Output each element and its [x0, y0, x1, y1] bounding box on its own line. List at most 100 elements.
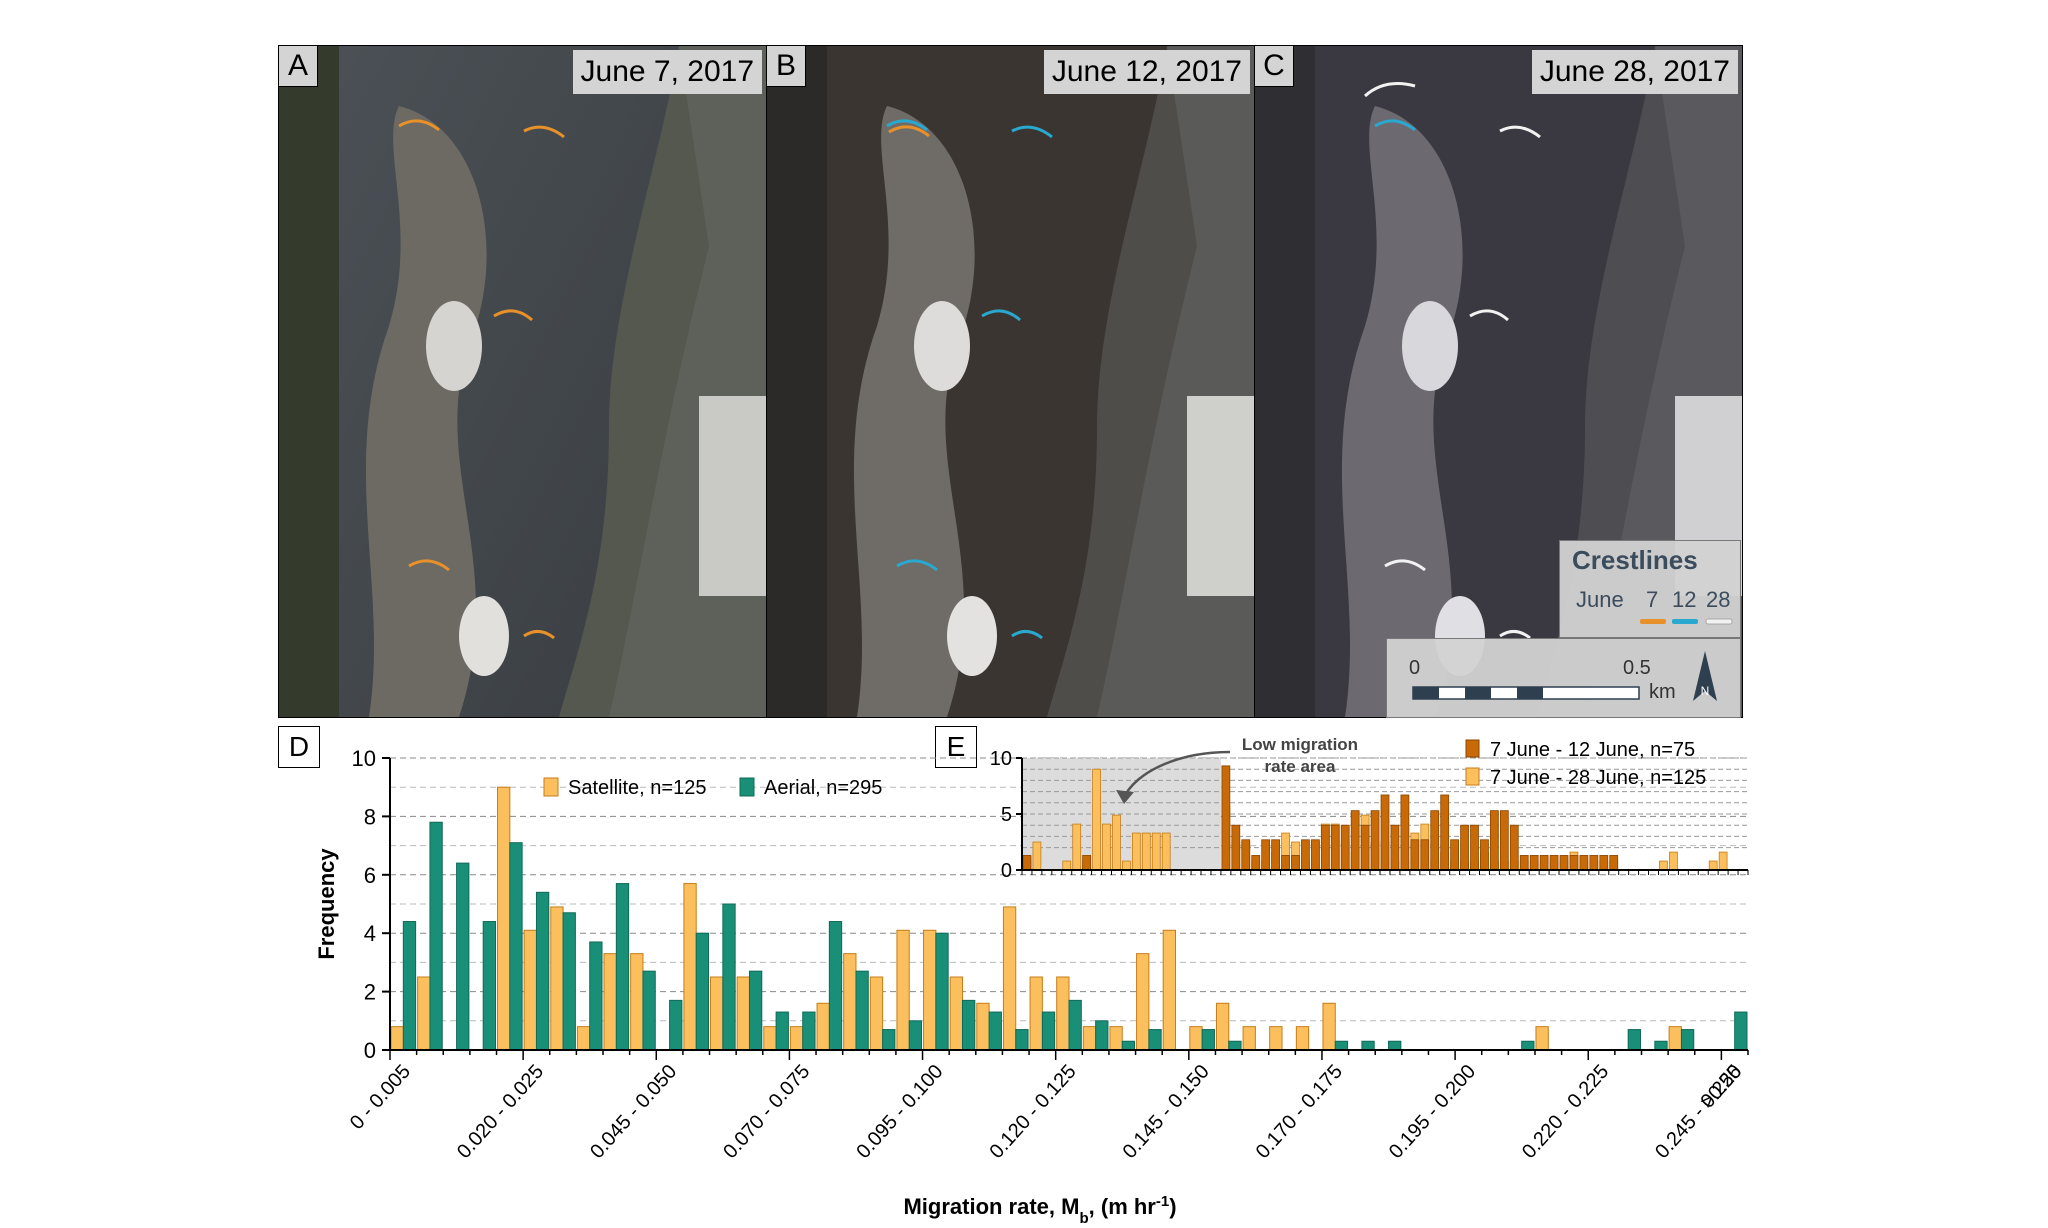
june7-28-bar	[1151, 832, 1161, 871]
photo-panel-b: B June 12, 2017	[766, 45, 1255, 718]
north-arrow-icon: N	[1693, 651, 1717, 701]
y-tick-label: 8	[364, 804, 376, 829]
aerial-bar	[1201, 1029, 1215, 1051]
satellite-bar	[390, 1026, 404, 1051]
crest-swatch-7	[1640, 619, 1666, 624]
aerial-bar	[669, 999, 683, 1051]
satellite-bar	[1322, 1002, 1336, 1051]
aerial-bar	[695, 932, 710, 1051]
june7-12-bar	[1470, 824, 1479, 871]
legend-label-june7-12: 7 June - 12 June, n=75	[1490, 739, 1695, 761]
satellite-bar	[550, 906, 564, 1051]
panel-letter-a: A	[279, 46, 318, 87]
legend-label-satellite: Satellite, n=125	[568, 777, 706, 799]
aerial-bar	[1388, 1040, 1402, 1051]
aerial-bar	[722, 903, 736, 1051]
june7-12-bar	[1420, 839, 1430, 871]
satellite-bar	[1295, 1026, 1310, 1051]
june7-12-bar	[1022, 855, 1032, 871]
panel-letter-b: B	[767, 46, 806, 87]
crest-swatch-12	[1672, 619, 1698, 624]
river-image-a	[279, 46, 766, 717]
satellite-bar	[1269, 1026, 1283, 1051]
annotation-line-2: rate area	[1265, 757, 1336, 776]
june7-12-bar	[1360, 824, 1370, 871]
satellite-bar	[630, 953, 644, 1051]
june7-12-bar	[1390, 824, 1400, 871]
y-tick-label: 10	[990, 748, 1012, 770]
satellite-bar	[1002, 906, 1017, 1051]
aerial-bar	[802, 1011, 816, 1051]
scale-bar-box: 0 0.5 km N	[1386, 638, 1741, 718]
june7-28-bar	[1161, 832, 1171, 871]
aerial-bar	[456, 862, 470, 1051]
satellite-bar	[1029, 976, 1043, 1051]
aerial-bar	[1680, 1029, 1695, 1051]
svg-text:N: N	[1701, 684, 1710, 698]
aerial-bar	[882, 1029, 896, 1051]
satellite-bar	[1109, 1026, 1123, 1051]
aerial-bar	[1041, 1011, 1056, 1051]
x-tick-label: 0 - 0.005	[346, 1061, 415, 1134]
aerial-bar	[908, 1020, 923, 1051]
satellite-bar	[1668, 1026, 1682, 1051]
june7-12-bar	[1082, 855, 1092, 871]
aerial-bar	[1654, 1040, 1668, 1051]
legend-swatch-june7-12	[1465, 739, 1480, 758]
aerial-bar	[482, 921, 497, 1051]
satellite-bar	[869, 976, 884, 1051]
june7-28-bar	[1062, 860, 1072, 871]
aerial-bar	[1121, 1040, 1136, 1051]
aerial-bar	[1627, 1029, 1641, 1051]
panel-date-b: June 12, 2017	[1043, 50, 1250, 94]
june7-12-bar	[1261, 839, 1271, 871]
june7-12-bar	[1609, 855, 1619, 871]
x-tick-label: 0.070 - 0.075	[719, 1061, 814, 1163]
satellite-bar	[763, 1026, 777, 1051]
satellite-bar	[683, 883, 697, 1051]
june7-28-bar	[1141, 832, 1151, 871]
june7-28-bar	[1032, 841, 1042, 871]
panel-date-a: June 7, 2017	[572, 50, 762, 94]
aerial-bar	[1015, 1029, 1029, 1051]
aerial-bar	[935, 932, 949, 1051]
june7-12-bar	[1599, 855, 1609, 871]
aerial-bar	[1361, 1040, 1375, 1051]
aerial-bar	[1148, 1029, 1162, 1051]
june7-12-bar	[1490, 810, 1499, 871]
crestlines-date-28: 28	[1706, 587, 1731, 612]
satellite-bar	[576, 1026, 591, 1051]
june7-12-bar	[1569, 855, 1579, 871]
x-tick-label: 0.220 - 0.225	[1518, 1061, 1613, 1163]
june7-12-bar	[1350, 810, 1360, 871]
june7-12-bar	[1221, 765, 1231, 871]
june7-12-bar	[1330, 824, 1340, 871]
scale-bar-end: 0.5	[1623, 657, 1651, 679]
satellite-bar	[1162, 929, 1177, 1051]
crest-swatch-28	[1705, 618, 1733, 625]
aerial-bar	[535, 891, 550, 1051]
annotation-arrow	[1123, 750, 1231, 796]
aerial-bar	[1068, 999, 1082, 1051]
satellite-bar	[1242, 1026, 1256, 1051]
chart-e: 0 5 10 Low migration rate area 7 June - 12 Ju…	[990, 735, 1749, 882]
june7-28-bar	[1122, 860, 1131, 871]
aerial-bar	[1334, 1040, 1349, 1051]
panel-letter-c: C	[1255, 46, 1294, 87]
june7-12-bar	[1231, 824, 1241, 871]
june7-12-bar	[1440, 794, 1450, 871]
y-tick-label: 0	[1001, 860, 1012, 882]
june7-12-bar	[1450, 839, 1459, 871]
satellite-bar	[789, 1026, 804, 1051]
june7-12-bar	[1499, 810, 1509, 871]
june7-12-bar	[1460, 824, 1469, 871]
y-tick-label: 5	[1001, 804, 1012, 826]
panel-date-c: June 28, 2017	[1531, 50, 1738, 94]
x-axis-label: Migration rate, Mb, (m hr-1)	[903, 1193, 1176, 1227]
crestlines-date-12: 12	[1672, 587, 1697, 612]
satellite-bar	[1189, 1026, 1203, 1051]
satellite-bar	[736, 976, 750, 1051]
crestlines-legend: Crestlines June 7 12 28	[1559, 540, 1741, 638]
x-tick-label: 0.195 - 0.200	[1385, 1061, 1480, 1163]
aerial-bar	[988, 1011, 1002, 1051]
